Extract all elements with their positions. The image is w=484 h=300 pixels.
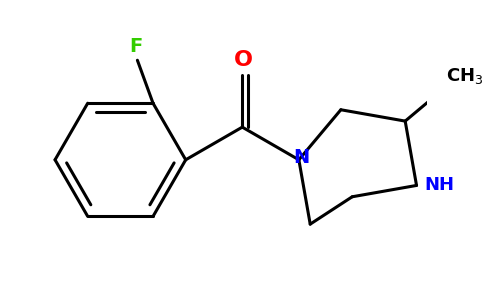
Text: O: O (234, 50, 253, 70)
Text: CH$_3$: CH$_3$ (446, 66, 484, 86)
Text: NH: NH (424, 176, 454, 194)
Text: F: F (129, 37, 142, 56)
Text: N: N (293, 148, 310, 167)
